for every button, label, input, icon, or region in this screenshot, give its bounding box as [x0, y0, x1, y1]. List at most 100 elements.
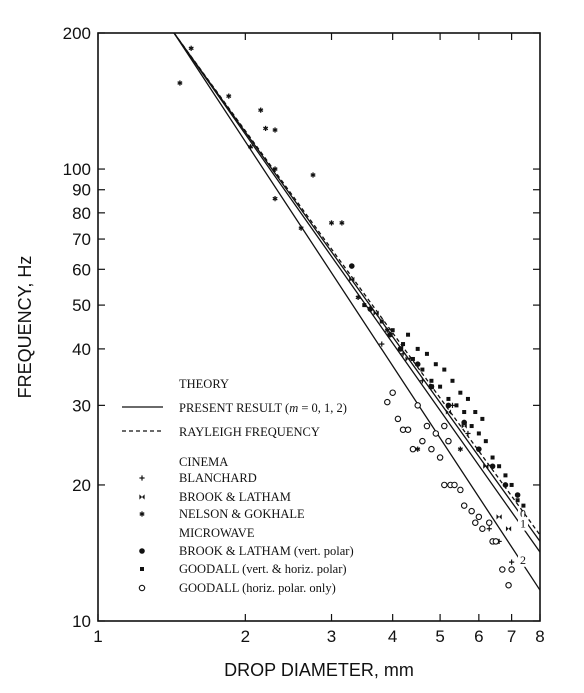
data-point	[445, 437, 452, 445]
data-point	[461, 423, 467, 429]
marker-stroke	[328, 221, 335, 225]
data-point	[379, 319, 384, 324]
legend-markers	[138, 475, 146, 592]
legend-nelson-gokhale: NELSON & GOKHALE	[179, 507, 305, 521]
data-point	[140, 567, 144, 571]
data-point	[409, 445, 417, 453]
data-point	[415, 446, 421, 452]
marker-stroke	[310, 173, 316, 177]
data-point	[509, 482, 514, 487]
data-point	[139, 475, 145, 481]
line-label-background	[517, 516, 528, 531]
data-point	[492, 538, 500, 545]
marker-stroke	[263, 126, 269, 131]
y-tick-label: 70	[72, 230, 91, 249]
data-point	[177, 80, 183, 86]
data-point	[432, 430, 440, 437]
data-point	[438, 384, 443, 389]
line-label: 0	[520, 506, 526, 520]
marker-stroke	[355, 295, 361, 300]
marker-stroke	[258, 108, 264, 113]
line-label: 1	[520, 517, 526, 531]
marker-stroke	[415, 447, 421, 452]
legend-present-result-suffix: = 0, 1, 2)	[298, 401, 347, 415]
data-point	[367, 306, 374, 312]
x-tick-label: 6	[474, 627, 483, 646]
theory-line	[173, 32, 541, 591]
data-point	[248, 144, 254, 150]
data-point	[428, 445, 435, 453]
data-point	[457, 486, 464, 494]
y-tick-label: 100	[63, 160, 91, 179]
data-point	[400, 351, 406, 357]
data-point	[468, 507, 475, 515]
legend-microwave-heading: MICROWAVE	[179, 526, 255, 540]
data-point	[397, 346, 404, 352]
data-point	[429, 378, 434, 383]
legend-brook-latham: BROOK & LATHAM	[179, 490, 291, 504]
legend-goodall-both: GOODALL (vert. & horiz. polar)	[179, 562, 347, 576]
line-label: 2	[520, 553, 526, 567]
data-point	[263, 125, 269, 132]
x-tick-label: 5	[435, 627, 444, 646]
y-tick-label: 40	[72, 340, 91, 359]
data-point	[486, 526, 492, 532]
data-point	[496, 514, 502, 520]
data-point	[489, 463, 496, 470]
data-point	[441, 422, 448, 430]
theory-line	[173, 32, 541, 553]
data-point	[139, 548, 145, 554]
y-tick-label: 20	[72, 476, 91, 495]
data-point	[515, 498, 520, 503]
x-tick-label: 2	[241, 627, 250, 646]
data-point	[406, 332, 411, 337]
data-point	[445, 409, 452, 415]
data-point	[457, 446, 463, 452]
data-point	[362, 303, 367, 308]
data-point	[188, 45, 194, 51]
data-point	[373, 310, 379, 316]
data-point	[424, 351, 429, 356]
data-point	[138, 584, 146, 592]
data-point	[446, 396, 451, 401]
data-point	[450, 378, 455, 383]
y-tick-label: 10	[72, 612, 91, 631]
data-point	[521, 503, 526, 508]
data-point	[139, 511, 145, 517]
data-point	[508, 566, 515, 573]
marker-stroke	[457, 447, 463, 452]
data-point	[272, 166, 278, 172]
data-point	[428, 383, 435, 390]
data-point	[505, 581, 512, 589]
x-tick-label: 4	[388, 627, 397, 646]
data-point	[298, 225, 304, 231]
data-point	[462, 410, 467, 415]
data-point	[445, 402, 452, 409]
data-point	[310, 172, 316, 178]
y-tick-label: 200	[63, 24, 91, 43]
legend-rayleigh: RAYLEIGH FREQUENCY	[179, 425, 320, 439]
data-point	[339, 220, 345, 226]
data-point	[503, 473, 508, 478]
data-point	[384, 398, 391, 406]
data-point	[420, 367, 425, 372]
marker-stroke	[298, 226, 304, 231]
data-point	[272, 127, 278, 133]
data-point	[476, 446, 482, 452]
data-point	[514, 492, 521, 498]
data-markers	[177, 45, 526, 589]
theory-line	[173, 32, 541, 542]
data-point	[394, 415, 402, 423]
y-tick-label: 80	[72, 204, 91, 223]
data-point	[390, 328, 395, 333]
legend-cinema-heading: CINEMA	[179, 455, 228, 469]
data-point	[509, 559, 515, 565]
data-point	[476, 431, 481, 436]
data-point	[502, 482, 509, 488]
data-point	[410, 356, 415, 361]
data-point	[505, 526, 512, 532]
data-point	[458, 390, 463, 395]
data-point	[415, 346, 420, 351]
